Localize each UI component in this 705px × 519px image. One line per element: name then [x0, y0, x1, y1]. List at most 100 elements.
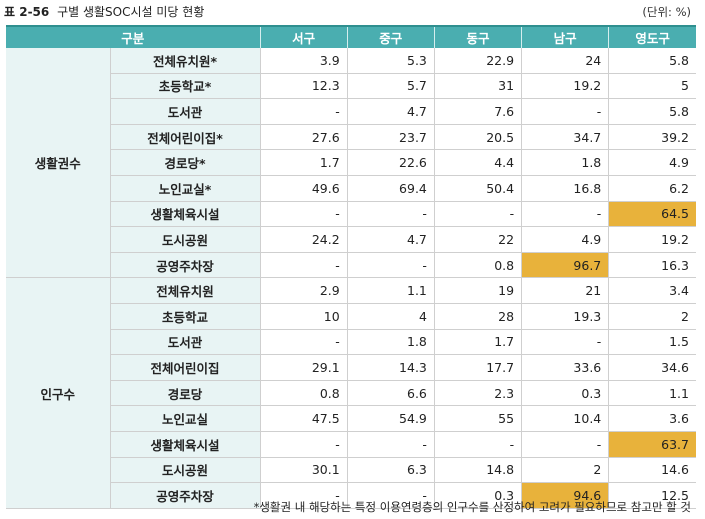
value-cell: 1.7: [434, 329, 523, 356]
header-row: 구분 서구 중구 동구 남구 영도구: [6, 26, 696, 48]
value-cell: 28: [434, 303, 523, 330]
table-caption: 표 2-56 구별 생활SOC시설 미당 현황: [4, 3, 204, 20]
value-cell: 29.1: [260, 354, 348, 381]
value-cell: 6.6: [347, 380, 435, 407]
value-cell: 5.8: [608, 48, 696, 74]
value-cell: -: [347, 252, 435, 279]
row-label: 공영주차장: [110, 482, 261, 509]
value-cell: 1.8: [347, 329, 435, 356]
value-cell: 19.3: [521, 303, 610, 330]
value-cell: 22: [434, 226, 523, 253]
value-cell: -: [260, 98, 348, 125]
group-label: 생활권수: [6, 48, 111, 279]
value-cell: 7.6: [434, 98, 523, 125]
value-cell: 1.1: [347, 277, 435, 304]
value-cell: 12.5: [608, 482, 696, 509]
value-cell: 2: [521, 457, 610, 484]
row-label: 노인교실*: [110, 175, 261, 202]
value-cell: -: [521, 431, 610, 458]
value-cell: -: [347, 482, 435, 509]
value-cell: 24.2: [260, 226, 348, 253]
value-cell: 19.2: [521, 73, 610, 100]
group-label: 인구수: [6, 277, 111, 509]
table-row: 공영주차장 - -0.3 94.6 12.5: [6, 482, 696, 509]
data-table: 구분 서구 중구 동구 남구 영도구 생활권수 전체유치원* 3.9 5.3 22.9 2…: [6, 25, 696, 509]
table-row: 전체어린이집* 27.6 23.7 20.5 34.7 39.2: [6, 124, 696, 151]
table-row: 경로당* 1.7 22.6 4.4 1.8 4.9: [6, 149, 696, 176]
value-cell: 2.9: [260, 277, 348, 304]
value-cell: 24: [521, 48, 610, 74]
value-cell: -: [521, 329, 610, 356]
value-cell: 16.3: [608, 252, 696, 279]
value-cell: 54.9: [347, 405, 435, 432]
value-cell: -: [260, 252, 348, 279]
value-cell: 1.1: [608, 380, 696, 407]
row-label: 초등학교*: [110, 73, 261, 100]
header-yeongdo-gu: 영도구: [608, 26, 696, 48]
table-row: 도서관 -1.8 1.7-1.5: [6, 329, 696, 356]
row-label: 전체유치원: [110, 277, 261, 304]
table-row: 도시공원 30.1 6.3 14.8 2 14.6: [6, 457, 696, 484]
row-label: 초등학교: [110, 303, 261, 330]
row-label: 도시공원: [110, 226, 261, 253]
value-cell: -: [434, 431, 523, 458]
value-cell: 16.8: [521, 175, 610, 202]
table-row: 생활권수 전체유치원* 3.9 5.3 22.9 24 5.8: [6, 48, 696, 279]
value-cell: 47.5: [260, 405, 348, 432]
unit-label: (단위: %): [642, 5, 691, 19]
row-label: 전체어린이집: [110, 354, 261, 381]
value-cell: 30.1: [260, 457, 348, 484]
header-jung-gu: 중구: [347, 26, 435, 48]
row-label: 도서관: [110, 98, 261, 125]
value-cell: -: [260, 482, 348, 509]
value-cell: 4.4: [434, 149, 523, 176]
value-cell: 5: [608, 73, 696, 100]
table-row: 생활체육시설 - - - -64.5: [6, 201, 696, 228]
value-cell: 94.6: [521, 482, 610, 509]
row-label: 전체어린이집*: [110, 124, 261, 151]
value-cell: 55: [434, 405, 523, 432]
value-cell: 34.7: [521, 124, 610, 151]
header-seo-gu: 서구: [260, 26, 348, 48]
row-label: 경로당: [110, 380, 261, 407]
value-cell: 10: [260, 303, 348, 330]
value-cell: 64.5: [608, 201, 696, 228]
table-body: 생활권수 전체유치원* 3.9 5.3 22.9 24 5.8 초등학교* 12.3 5.7 31 1…: [6, 48, 696, 509]
value-cell: 6.3: [347, 457, 435, 484]
value-cell: 96.7: [521, 252, 610, 279]
value-cell: -: [260, 201, 348, 228]
value-cell: 31: [434, 73, 523, 100]
value-cell: 2: [608, 303, 696, 330]
value-cell: 5.3: [347, 48, 435, 74]
value-cell: 5.7: [347, 73, 435, 100]
table-title: 구별 생활SOC시설 미당 현황: [57, 5, 205, 19]
value-cell: 2.3: [434, 380, 523, 407]
value-cell: 5.8: [608, 98, 696, 125]
value-cell: 23.7: [347, 124, 435, 151]
value-cell: -: [260, 329, 348, 356]
row-label: 공영주차장: [110, 252, 261, 279]
value-cell: 1.8: [521, 149, 610, 176]
value-cell: 4: [347, 303, 435, 330]
value-cell: 63.7: [608, 431, 696, 458]
value-cell: 10.4: [521, 405, 610, 432]
row-label: 도서관: [110, 329, 261, 356]
value-cell: 0.3: [434, 482, 523, 509]
value-cell: 1.5: [608, 329, 696, 356]
value-cell: -: [434, 201, 523, 228]
value-cell: -: [521, 201, 610, 228]
row-label: 도시공원: [110, 457, 261, 484]
row-label: 생활체육시설: [110, 201, 261, 228]
table-row: 노인교실 47.5 54.9 55 10.4 3.6: [6, 405, 696, 432]
table-number: 표 2-56: [4, 5, 50, 19]
value-cell: 12.3: [260, 73, 348, 100]
value-cell: 19: [434, 277, 523, 304]
value-cell: 19.2: [608, 226, 696, 253]
header-nam-gu: 남구: [521, 26, 610, 48]
value-cell: 14.8: [434, 457, 523, 484]
row-label: 노인교실: [110, 405, 261, 432]
header-category: 구분: [6, 26, 261, 48]
table-row: 초등학교* 12.3 5.7 31 19.2 5: [6, 73, 696, 100]
value-cell: 69.4: [347, 175, 435, 202]
value-cell: 33.6: [521, 354, 610, 381]
